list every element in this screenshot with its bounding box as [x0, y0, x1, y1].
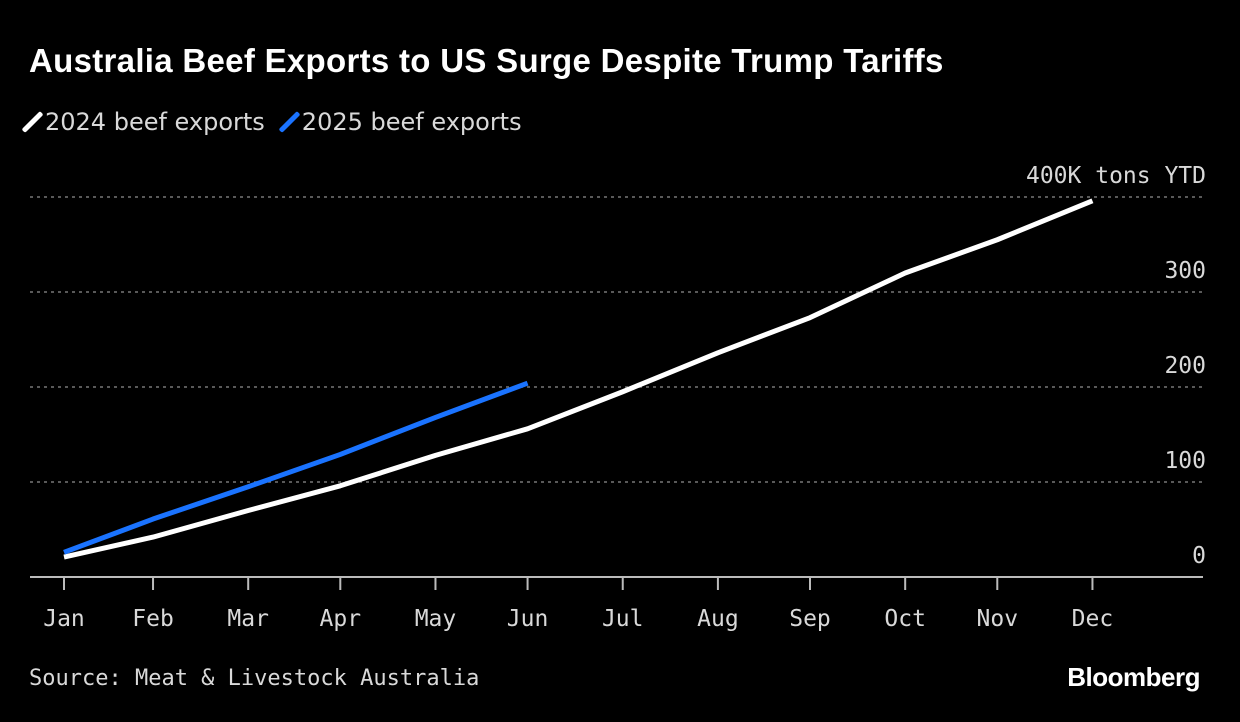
y-tick-label: 0: [1192, 543, 1206, 569]
legend-label-2024: 2024 beef exports: [45, 108, 265, 136]
x-tick-label: Jul: [602, 606, 644, 632]
x-tick-label: Feb: [132, 606, 174, 632]
chart-title: Australia Beef Exports to US Surge Despi…: [29, 42, 944, 79]
x-tick-label: Apr: [320, 606, 362, 632]
x-tick-label: Dec: [1072, 606, 1114, 632]
legend-item-2024: 2024 beef exports: [21, 108, 265, 136]
x-tick-label: Mar: [227, 606, 269, 632]
x-tick-label: Aug: [697, 606, 739, 632]
x-tick-label: Sep: [789, 606, 831, 632]
series-line-2025: [63, 380, 529, 555]
series-line-2024: [63, 198, 1094, 560]
y-tick-label: 400K tons YTD: [1026, 163, 1206, 189]
legend-item-2025: 2025 beef exports: [278, 108, 522, 136]
x-tick-label: Jan: [43, 606, 85, 632]
y-tick-label: 300: [1164, 258, 1206, 284]
legend-label-2025: 2025 beef exports: [301, 108, 522, 136]
y-tick-label: 100: [1164, 448, 1206, 474]
x-tick-label: May: [415, 606, 457, 632]
bloomberg-logo: Bloomberg: [1067, 662, 1200, 692]
x-tick-label: Jun: [507, 606, 549, 632]
x-tick-label: Oct: [884, 606, 926, 632]
y-tick-label: 200: [1164, 353, 1206, 379]
x-tick-label: Nov: [977, 606, 1019, 632]
legend: 2024 beef exports 2025 beef exports: [21, 108, 522, 136]
source-note: Source: Meat & Livestock Australia: [29, 666, 480, 691]
